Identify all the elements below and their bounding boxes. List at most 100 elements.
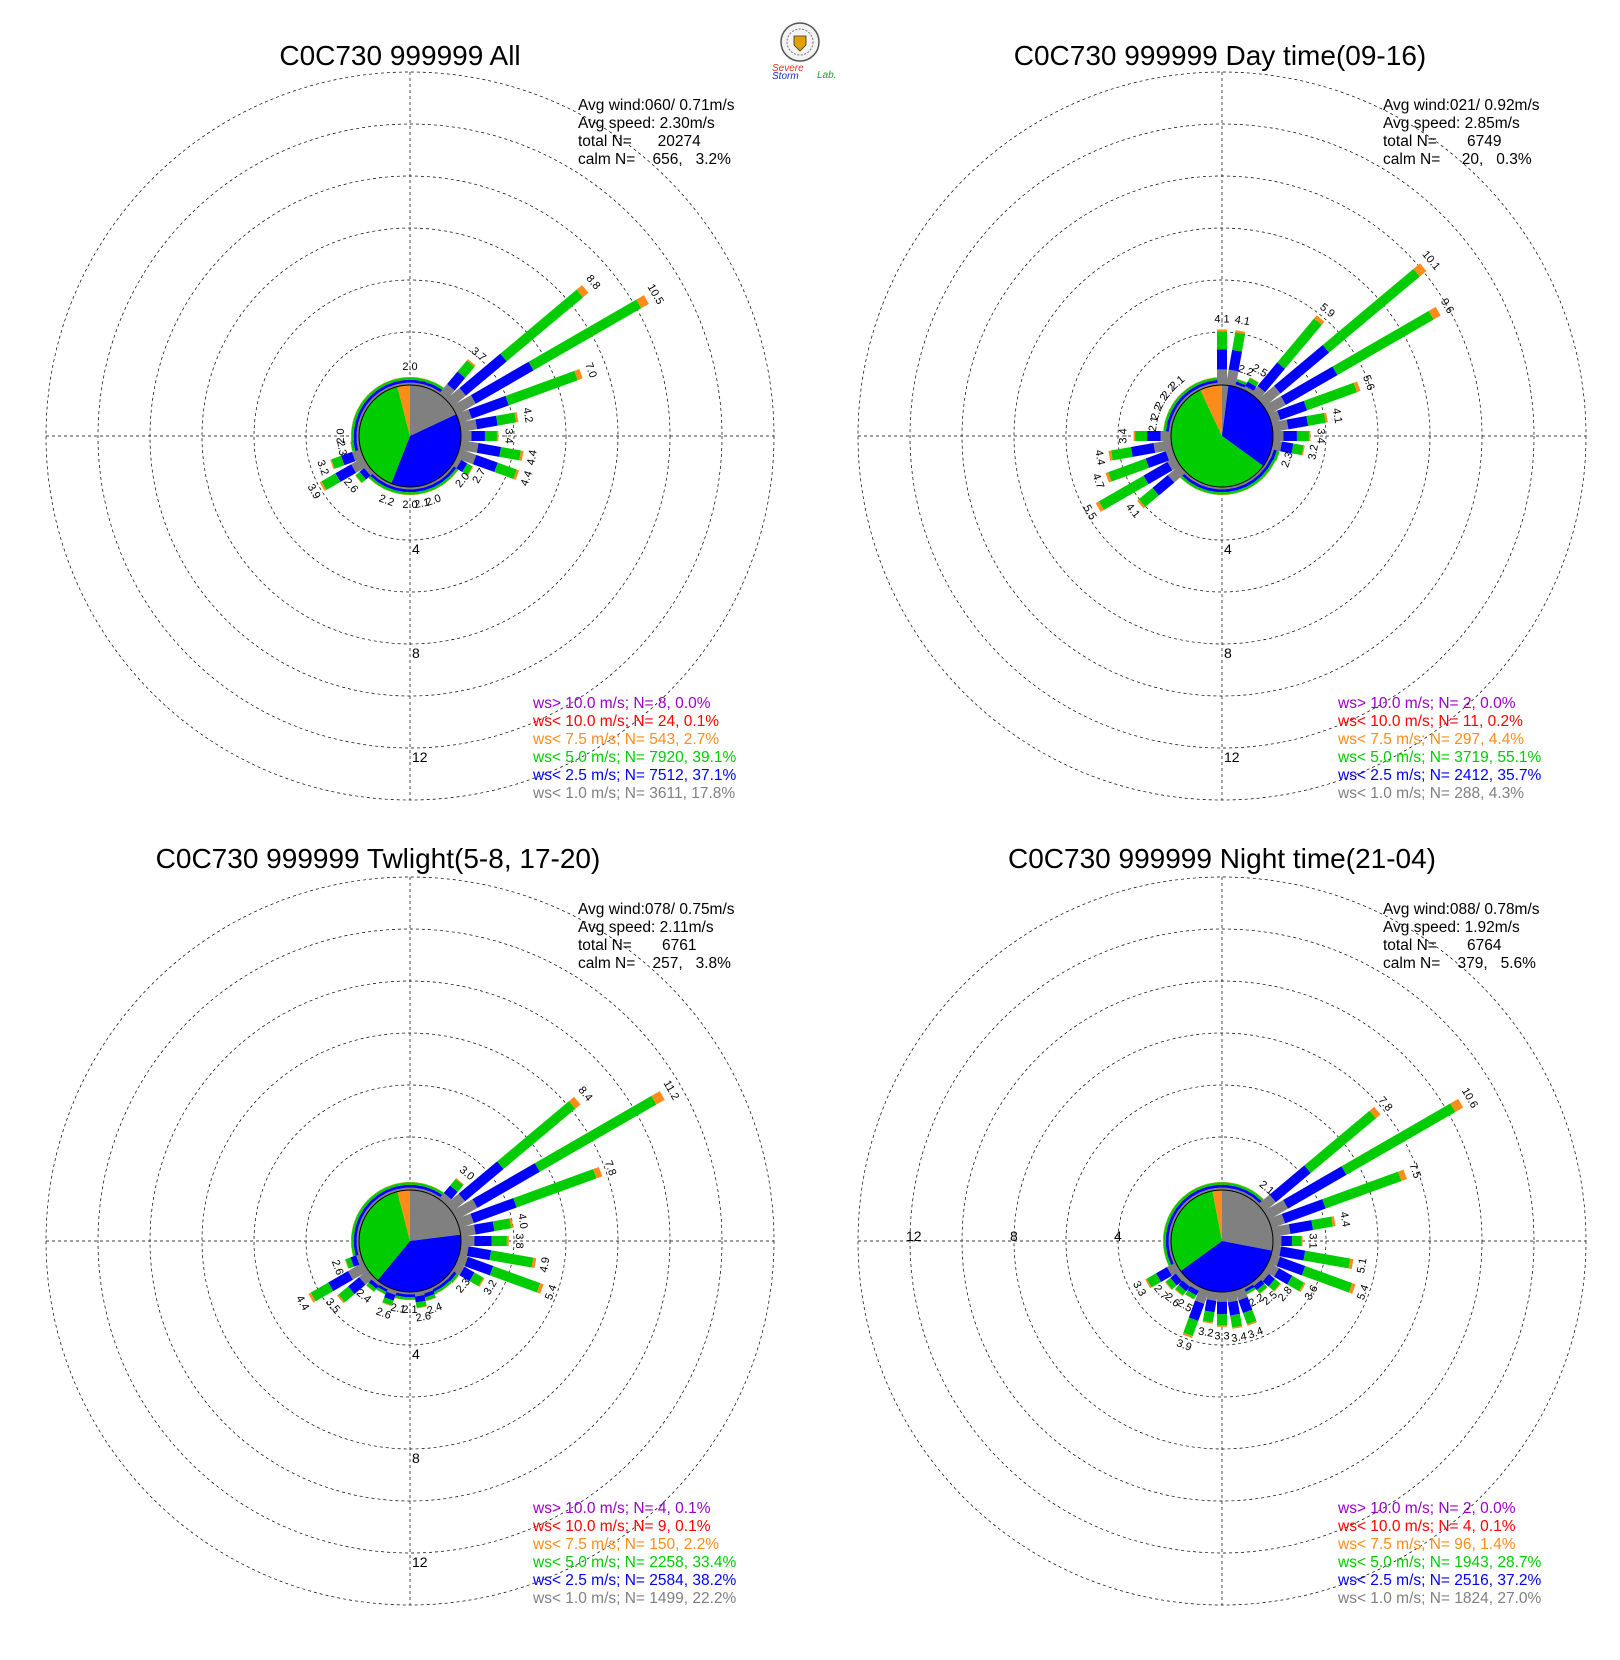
bar-segment [351, 448, 364, 462]
bar-segment [351, 431, 354, 441]
bar-segment [356, 402, 362, 411]
sector-bar [459, 1244, 537, 1269]
bar-segment [1199, 482, 1210, 488]
bar-segment [1174, 1289, 1183, 1296]
bar-segment [355, 412, 362, 423]
bar-value-label: 3.3 [1130, 1279, 1148, 1298]
bar-segment [489, 1250, 534, 1268]
bar-segment [359, 467, 371, 480]
bar-segment [1167, 412, 1174, 423]
bar-segment [431, 477, 441, 485]
bar-value-label: 3.2 [482, 1278, 500, 1297]
bar-value-label: 2.6 [415, 1310, 432, 1324]
legend-entry: ws< 7.5 m/s; N= 96, 1.4% [1337, 1536, 1516, 1553]
bar-segment [1197, 487, 1208, 493]
bar-segment [456, 409, 472, 424]
bar-segment [379, 477, 389, 485]
bar-segment [1135, 431, 1148, 441]
bar-segment [394, 1295, 406, 1300]
panel-title: C0C730 999999 Night time(21-04) [1008, 843, 1436, 874]
sector-bar [1163, 1244, 1173, 1257]
bar-segment [1306, 412, 1326, 426]
bar-segment [1175, 1269, 1187, 1282]
bar-segment [394, 377, 405, 380]
bar-segment [1168, 1236, 1171, 1246]
sector-bar [1234, 1183, 1247, 1195]
bar-segment [1189, 1189, 1200, 1198]
bar-segment [1183, 392, 1194, 401]
bar-segment [425, 489, 435, 494]
bar-segment [1237, 378, 1247, 383]
bar-segment [438, 471, 449, 480]
bar-value-label: 5.4 [1355, 1283, 1372, 1301]
bar-segment [413, 382, 425, 387]
ring-label: 4 [412, 541, 420, 557]
bar-segment [385, 379, 396, 385]
sector-bar [1243, 377, 1259, 395]
bar-segment [1268, 1278, 1281, 1292]
bar-segment [476, 443, 502, 457]
bar-segment [1197, 379, 1208, 385]
bar-value-label: 2.0 [402, 499, 417, 511]
bar-segment [1273, 450, 1280, 462]
sector-bar [1202, 1290, 1219, 1324]
bar-segment [1276, 1256, 1306, 1276]
bar-segment [470, 361, 534, 404]
bar-segment [473, 1221, 495, 1235]
bar-segment [1108, 458, 1150, 482]
avg-speed-text: Avg speed: 2.11m/s [578, 919, 714, 936]
bar-segment [1250, 471, 1261, 480]
bar-segment [1163, 1246, 1166, 1257]
bar-segment [442, 1280, 452, 1290]
bar-segment [1173, 1199, 1183, 1209]
bar-segment [1130, 443, 1156, 457]
calm-pie-slice [1222, 1190, 1274, 1251]
legend-entry: ws< 2.5 m/s; N= 2584, 38.2% [532, 1572, 737, 1589]
ring-label: 4 [1224, 541, 1232, 557]
sector-bar [1263, 457, 1276, 470]
bar-segment [451, 469, 459, 478]
bar-segment [438, 384, 455, 401]
bar-segment [1137, 499, 1146, 509]
bar-segment [1188, 482, 1199, 490]
bar-segment [351, 1245, 356, 1257]
bar-segment [1225, 1290, 1238, 1303]
bar-segment [341, 451, 356, 466]
bar-segment [1226, 490, 1238, 495]
bar-segment [1331, 1216, 1336, 1227]
bar-segment [1271, 1244, 1282, 1257]
bar-segment [335, 464, 357, 482]
bar-value-label: 3.3 [1214, 1331, 1229, 1343]
bar-segment [1243, 1192, 1253, 1200]
bar-segment [338, 1286, 355, 1303]
calm-pie-slice [410, 1190, 461, 1241]
bar-segment [405, 1292, 415, 1295]
bar-segment [1262, 1273, 1275, 1287]
bar-segment [1236, 487, 1247, 493]
bar-segment [1281, 1199, 1326, 1224]
bar-segment [1276, 451, 1280, 462]
bar-value-label: 4.4 [1092, 449, 1106, 466]
bar-segment [395, 1184, 406, 1190]
sector-bar [1174, 1276, 1194, 1296]
sector-bar [352, 411, 364, 424]
bar-segment [415, 1300, 427, 1308]
bar-segment [1217, 1184, 1227, 1188]
bar-segment [531, 1257, 537, 1269]
bar-segment [457, 360, 475, 378]
bar-segment [385, 487, 396, 493]
bar-segment [376, 1287, 387, 1295]
sector-bar [1133, 431, 1171, 441]
bar-segment [1168, 402, 1176, 413]
sector-bar [1188, 382, 1201, 395]
bar-segment [1283, 1166, 1347, 1209]
bar-segment [1245, 1287, 1256, 1295]
bar-segment [424, 1184, 435, 1190]
bar-segment [370, 1194, 380, 1204]
bar-segment [1250, 1276, 1262, 1287]
bar-segment [1299, 1282, 1306, 1293]
sector-bar [1173, 1199, 1187, 1213]
grid-ring [253, 1084, 567, 1398]
bar-segment [1180, 1192, 1190, 1202]
bar-segment [1173, 1199, 1181, 1208]
